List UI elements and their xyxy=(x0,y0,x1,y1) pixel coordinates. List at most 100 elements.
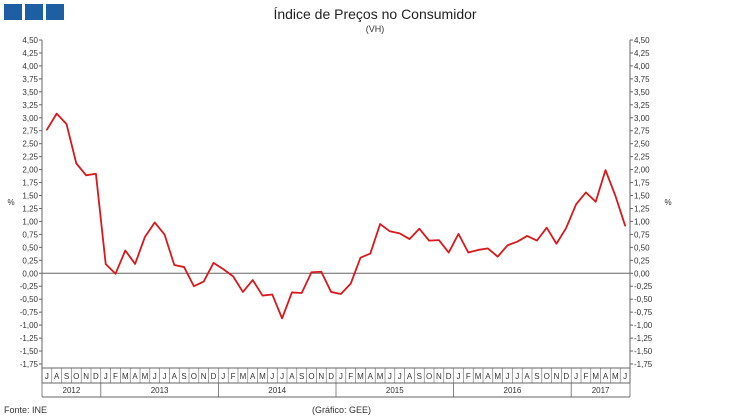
month-label: M xyxy=(259,372,266,381)
cpi-data-point xyxy=(604,169,606,171)
right-y-tick-label: 2,75 xyxy=(634,127,650,136)
right-y-tick-label: 3,50 xyxy=(634,88,650,97)
year-label: 2014 xyxy=(268,386,286,395)
month-label: A xyxy=(368,372,374,381)
left-y-tick-label: 2,00 xyxy=(22,166,38,175)
year-label: 2015 xyxy=(386,386,404,395)
chart-title: Índice de Preços no Consumidor xyxy=(273,6,477,22)
month-label: D xyxy=(93,372,99,381)
cpi-data-point xyxy=(222,268,224,270)
month-label: F xyxy=(466,372,471,381)
left-y-tick-label: 1,00 xyxy=(22,217,38,226)
right-y-tick-label: 2,50 xyxy=(634,140,650,149)
right-y-tick-label: 4,50 xyxy=(634,36,650,45)
cpi-data-point xyxy=(85,174,87,176)
month-label: O xyxy=(308,372,314,381)
credit-note: (Gráfico: GEE) xyxy=(312,405,372,415)
month-label: N xyxy=(83,372,89,381)
left-y-tick-label: -0,50 xyxy=(20,295,39,304)
cpi-data-point xyxy=(565,226,567,228)
left-y-tick-label: -1,25 xyxy=(20,334,39,343)
cpi-data-point xyxy=(399,232,401,234)
month-label: N xyxy=(554,372,560,381)
left-y-tick-label: 3,75 xyxy=(22,75,38,84)
source-note: Fonte: INE xyxy=(4,405,48,415)
month-label: J xyxy=(623,372,627,381)
cpi-data-point xyxy=(457,233,459,235)
cpi-data-point xyxy=(614,194,616,196)
left-axis-label: % xyxy=(7,198,14,207)
cpi-data-point xyxy=(301,292,303,294)
left-y-tick-label: 3,50 xyxy=(22,88,38,97)
right-y-tick-label: 4,00 xyxy=(634,62,650,71)
left-y-tick-label: -1,75 xyxy=(20,360,39,369)
cpi-data-point xyxy=(389,230,391,232)
cpi-data-point xyxy=(212,262,214,264)
month-label: O xyxy=(73,372,79,381)
month-label: M xyxy=(240,372,247,381)
month-label: A xyxy=(132,372,138,381)
month-label: S xyxy=(181,372,186,381)
cpi-data-point xyxy=(65,123,67,125)
right-y-tick-label: 1,25 xyxy=(634,204,650,213)
right-y-tick-label: 2,00 xyxy=(634,166,650,175)
left-y-tick-label: 0,50 xyxy=(22,243,38,252)
month-label: J xyxy=(163,372,167,381)
cpi-data-point xyxy=(340,293,342,295)
year-label: 2012 xyxy=(63,386,81,395)
cpi-data-point xyxy=(105,263,107,265)
left-y-tick-label: 3,25 xyxy=(22,101,38,110)
right-y-tick-label: 1,00 xyxy=(634,217,650,226)
cpi-data-point xyxy=(154,221,156,223)
right-y-tick-label: 3,75 xyxy=(634,75,650,84)
month-label: D xyxy=(328,372,334,381)
month-label: J xyxy=(457,372,461,381)
right-y-tick-label: -0,50 xyxy=(634,295,653,304)
right-y-tick-label: 1,75 xyxy=(634,179,650,188)
cpi-data-point xyxy=(252,279,254,281)
month-label: J xyxy=(270,372,274,381)
left-y-tick-label: 1,25 xyxy=(22,204,38,213)
month-label: A xyxy=(54,372,60,381)
right-y-tick-label: 0,00 xyxy=(634,269,650,278)
month-label: J xyxy=(515,372,519,381)
cpi-data-point xyxy=(144,236,146,238)
left-y-tick-label: 4,25 xyxy=(22,49,38,58)
left-y-tick-label: 3,00 xyxy=(22,114,38,123)
month-label: D xyxy=(563,372,569,381)
left-y-tick-label: -1,50 xyxy=(20,347,39,356)
cpi-data-point xyxy=(438,239,440,241)
month-label: D xyxy=(446,372,452,381)
month-label: J xyxy=(280,372,284,381)
cpi-data-point xyxy=(183,266,185,268)
cpi-data-point xyxy=(497,255,499,257)
cpi-data-point xyxy=(526,235,528,237)
month-label: N xyxy=(318,372,324,381)
cpi-data-point xyxy=(506,244,508,246)
cpi-data-point xyxy=(624,224,626,226)
month-label: J xyxy=(45,372,49,381)
month-label: M xyxy=(122,372,129,381)
cpi-data-point xyxy=(408,238,410,240)
cpi-data-point xyxy=(320,271,322,273)
cpi-data-point xyxy=(595,201,597,203)
cpi-data-point xyxy=(555,243,557,245)
cpi-data-point xyxy=(418,227,420,229)
cpi-data-point xyxy=(291,291,293,293)
cpi-data-point xyxy=(46,128,48,130)
month-label: A xyxy=(485,372,491,381)
right-y-tick-label: -1,00 xyxy=(634,321,653,330)
year-label: 2016 xyxy=(504,386,522,395)
cpi-data-point xyxy=(487,247,489,249)
month-label: A xyxy=(603,372,609,381)
right-y-tick-label: -1,75 xyxy=(634,360,653,369)
cpi-data-point xyxy=(95,173,97,175)
cpi-data-point xyxy=(546,226,548,228)
cpi-data-point xyxy=(281,317,283,319)
month-label: J xyxy=(153,372,157,381)
cpi-data-point xyxy=(428,239,430,241)
month-label: M xyxy=(494,372,501,381)
month-label: J xyxy=(388,372,392,381)
month-label: F xyxy=(348,372,353,381)
month-label: F xyxy=(231,372,236,381)
